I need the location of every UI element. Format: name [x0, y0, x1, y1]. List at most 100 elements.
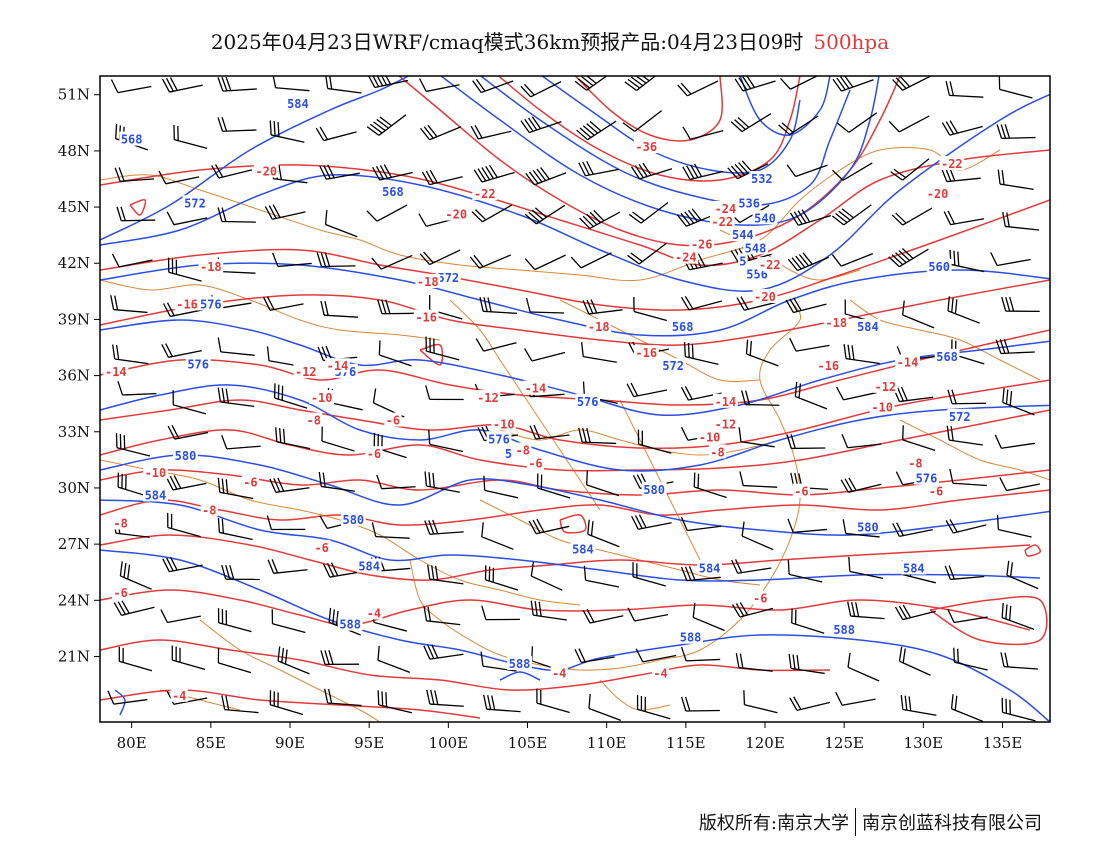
height-label: 580	[175, 449, 197, 463]
wind-barb	[162, 556, 203, 573]
wind-barb	[789, 696, 831, 711]
wind-barb	[267, 559, 308, 574]
lat-tick-label: 51N	[58, 86, 90, 104]
temperature-label-bg	[709, 214, 735, 229]
border-line	[449, 299, 601, 511]
wind-barb	[480, 651, 517, 672]
wind-barb	[419, 249, 461, 266]
height-label: 572	[184, 196, 206, 210]
wind-barb	[115, 433, 151, 457]
height-label: 544	[732, 228, 754, 242]
temperature-label-bg	[713, 416, 738, 431]
temperature-label: -18	[417, 275, 439, 289]
height-label-bg	[173, 448, 198, 463]
temperature-label: -12	[295, 365, 317, 379]
wind-barb	[579, 209, 621, 230]
wind-barb	[947, 609, 988, 624]
wind-barb	[632, 562, 666, 587]
wind-barb	[848, 556, 884, 580]
wind-barb	[371, 522, 410, 539]
temperature-label: -16	[817, 359, 839, 373]
height-label: 584	[857, 320, 879, 334]
wind-barb	[376, 474, 416, 490]
temperature-label-bg	[313, 539, 331, 554]
wind-barb	[525, 297, 565, 314]
wind-barb	[787, 252, 830, 272]
temperature-label: -4	[172, 689, 186, 703]
temperature-contour-line	[100, 534, 1031, 581]
wind-barb	[1002, 211, 1040, 231]
wind-barb	[217, 117, 257, 132]
height-label: 540	[754, 211, 776, 225]
height-label: 584	[287, 97, 309, 111]
height-label: 536	[738, 196, 760, 210]
temperature-label-bg	[103, 363, 129, 378]
temperature-label-bg	[253, 163, 279, 178]
page-title: 2025年04月23日WRF/cmaq模式36km预报产品:04月23日09时 5…	[0, 26, 1100, 55]
wind-barb	[578, 160, 619, 177]
wind-barb	[1000, 652, 1038, 670]
wind-barb	[994, 434, 1036, 449]
temperature-label-bg	[413, 309, 439, 324]
wind-barb	[677, 80, 719, 97]
wind-barb	[583, 565, 620, 588]
height-contour-line	[100, 262, 1050, 337]
lon-tick-label: 125E	[824, 734, 864, 752]
wind-barb	[426, 689, 464, 707]
border-line	[559, 299, 761, 382]
temperature-label: -22	[474, 187, 496, 201]
wind-barb	[266, 515, 306, 531]
temperature-label-bg	[526, 455, 545, 470]
wind-barb	[372, 164, 413, 181]
wind-barb	[1001, 296, 1040, 312]
border-line	[409, 299, 802, 671]
temperature-label-bg	[523, 380, 548, 395]
lat-tick-label: 42N	[58, 254, 90, 272]
wind-barb	[735, 653, 773, 672]
wind-barb	[633, 296, 668, 322]
temperature-label: -16	[635, 346, 657, 360]
temperature-label-bg	[200, 502, 218, 517]
wind-barb	[847, 652, 880, 682]
temperature-label-bg	[927, 483, 945, 498]
lon-tick-label: 85E	[196, 734, 226, 752]
height-label-bg	[926, 258, 952, 273]
wind-barb	[217, 207, 256, 223]
wind-barb	[366, 204, 408, 222]
wind-barb	[119, 561, 152, 590]
wind-barb	[525, 167, 567, 186]
height-label: 588	[339, 618, 361, 632]
wind-barb	[832, 76, 874, 92]
map-frame	[99, 75, 1051, 723]
footer-divider	[855, 808, 856, 836]
wind-barb	[165, 475, 207, 491]
wind-barb	[217, 517, 253, 541]
wind-barb	[794, 381, 828, 410]
temperature-label: -8	[710, 445, 724, 459]
wind-barb	[167, 425, 209, 440]
temperature-label-bg	[198, 258, 224, 273]
wind-barb	[990, 252, 1031, 267]
temperature-label-bg	[757, 257, 783, 272]
height-label: 584	[699, 561, 721, 575]
lon-tick-label: 95E	[354, 734, 384, 752]
wind-barb	[950, 694, 984, 722]
wind-barb	[158, 170, 200, 185]
latitude-axis: 21N 24N 27N 30N 33N 36N 39N 42N 45N 48N 51N	[58, 86, 100, 665]
temperature-label-bg	[325, 358, 350, 373]
wind-barb	[367, 76, 409, 89]
border-line	[479, 499, 761, 586]
temperature-label-bg	[365, 605, 383, 620]
wind-barb	[475, 338, 517, 352]
wind-barb	[680, 696, 720, 712]
border-line	[619, 399, 701, 561]
wind-barb	[1001, 697, 1036, 722]
wind-barb	[570, 252, 612, 269]
wind-barb	[953, 647, 988, 671]
wind-barb	[275, 427, 311, 450]
longitude-axis: 80E 85E 90E 95E 100E 105E 110E 115E 120E 125E 130E…	[117, 722, 1022, 752]
wind-barb	[627, 242, 667, 265]
wind-barb	[736, 296, 778, 311]
wind-barb	[786, 434, 826, 450]
wind-barb	[321, 426, 355, 452]
